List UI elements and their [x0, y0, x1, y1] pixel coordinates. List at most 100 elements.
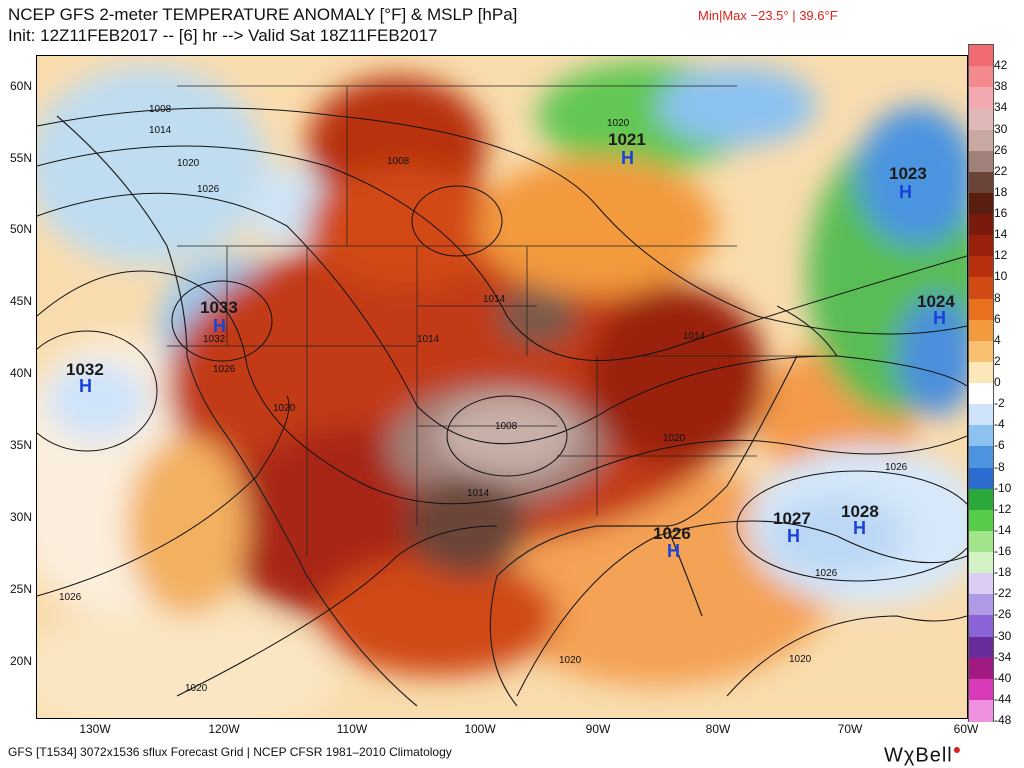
isobar-label: 1020 [273, 403, 296, 414]
lat-label: 20N [9, 654, 32, 668]
colorbar-swatch [969, 615, 993, 637]
isobar-label: 1020 [663, 433, 686, 444]
colorbar-label: 30 [994, 121, 1008, 136]
high-pressure-marker: H [667, 541, 680, 561]
colorbar-swatch [969, 383, 993, 405]
colorbar-swatch [969, 45, 993, 67]
pressure-center-value: 1033 [200, 298, 238, 317]
colorbar-swatch [969, 150, 993, 173]
colorbar-label: -12 [994, 501, 1012, 516]
colorbar-swatch [969, 298, 993, 321]
isobar-label: 1020 [185, 683, 208, 694]
lon-label: 60W [953, 722, 979, 736]
colorbar-label: 12 [994, 248, 1008, 263]
pressure-center-value: 1027 [773, 509, 811, 528]
brand-dot-icon: ● [952, 741, 963, 757]
lat-label: 55N [9, 151, 32, 165]
isobar-label: 1020 [177, 158, 200, 169]
colorbar-label: -34 [994, 649, 1012, 664]
colorbar-label: -26 [994, 607, 1012, 622]
colorbar-swatch [969, 214, 993, 236]
pressure-center-value: 1026 [653, 524, 691, 543]
colorbar-label: 8 [994, 290, 1001, 305]
colorbar-swatch [969, 129, 993, 152]
colorbar-label: -30 [994, 628, 1012, 643]
colorbar-swatch [969, 319, 993, 342]
colorbar-swatch [969, 404, 993, 426]
lat-label: 25N [9, 582, 32, 596]
colorbar-label: -4 [994, 417, 1005, 432]
colorbar-label: 2 [994, 353, 1001, 368]
colorbar-swatch [969, 488, 993, 511]
colorbar-label: 6 [994, 311, 1001, 326]
colorbar-swatch [969, 235, 993, 257]
colorbar-label: 0 [994, 375, 1001, 389]
isobar-label: 1032 [203, 334, 226, 345]
colorbar-swatch [969, 594, 993, 616]
colorbar-label: -18 [994, 565, 1012, 580]
lat-label: 30N [9, 510, 32, 524]
colorbar-label: 16 [994, 206, 1008, 220]
colorbar-label: -8 [994, 459, 1005, 474]
colorbar-label: 14 [994, 227, 1008, 242]
high-pressure-marker: H [621, 148, 634, 168]
lon-label: 120W [208, 722, 240, 736]
min-max-readout: Min|Max −23.5° | 39.6°F [698, 8, 838, 23]
colorbar-swatch [969, 256, 993, 278]
lat-label: 60N [9, 79, 32, 93]
brand-name: WχBell [884, 744, 953, 767]
lon-label: 70W [837, 722, 863, 736]
high-pressure-marker: H [899, 182, 912, 202]
colorbar-swatch [969, 192, 993, 215]
high-pressure-marker: H [853, 518, 866, 538]
isobar-label: 1026 [197, 184, 220, 195]
title-line-2: Init: 12Z11FEB2017 -- [6] hr --> Valid S… [8, 26, 438, 45]
colorbar-swatch [969, 446, 993, 468]
lat-label: 40N [9, 366, 32, 380]
colorbar-label: -44 [994, 691, 1012, 706]
colorbar-label: -22 [994, 586, 1012, 601]
colorbar-label: -2 [994, 396, 1005, 411]
colorbar-label: 26 [994, 142, 1008, 157]
lon-label: 100W [464, 722, 496, 736]
colorbar-swatch [969, 530, 993, 553]
brand-logo: WχBell● [884, 741, 962, 768]
map-layer [37, 56, 967, 718]
isobar-label: 1026 [885, 462, 908, 473]
colorbar-label: -48 [994, 713, 1012, 727]
colorbar-label: 18 [994, 184, 1008, 199]
lat-label: 35N [9, 438, 32, 452]
colorbar-swatch [969, 467, 993, 490]
pressure-center-value: 1024 [917, 292, 955, 311]
colorbar-swatch [969, 573, 993, 595]
isobar-label: 1008 [149, 104, 172, 115]
isobar-label: 1026 [815, 568, 838, 579]
colorbar-label: 10 [994, 269, 1008, 284]
colorbar-swatch [969, 277, 993, 299]
isobar-label: 1020 [607, 118, 630, 129]
title-line-1: NCEP GFS 2-meter TEMPERATURE ANOMALY [°F… [8, 5, 518, 24]
colorbar-swatch [969, 87, 993, 109]
lat-label: 45N [9, 294, 32, 308]
colorbar-swatch [969, 657, 993, 680]
colorbar [968, 44, 994, 722]
isobar-label: 1008 [387, 156, 410, 167]
colorbar-label: -16 [994, 544, 1012, 558]
colorbar-label: 4 [994, 332, 1001, 347]
isobar-label: 1020 [789, 654, 812, 665]
colorbar-swatch [969, 361, 993, 384]
colorbar-label: 42 [994, 58, 1008, 73]
footer-text: GFS [T1534] 3072x1536 sflux Forecast Gri… [8, 745, 452, 759]
lon-label: 130W [79, 722, 111, 736]
lat-label: 50N [9, 222, 32, 236]
colorbar-label: 34 [994, 100, 1008, 115]
colorbar-label: -40 [994, 670, 1012, 685]
lon-label: 110W [336, 722, 368, 736]
colorbar-swatch [969, 425, 993, 447]
isobar-label: 1014 [483, 294, 506, 305]
colorbar-swatch [969, 636, 993, 659]
pressure-center-value: 1023 [889, 164, 927, 183]
pressure-center-value: 1028 [841, 502, 879, 521]
colorbar-label: -10 [994, 480, 1012, 495]
isobar-label: 1014 [417, 334, 440, 345]
